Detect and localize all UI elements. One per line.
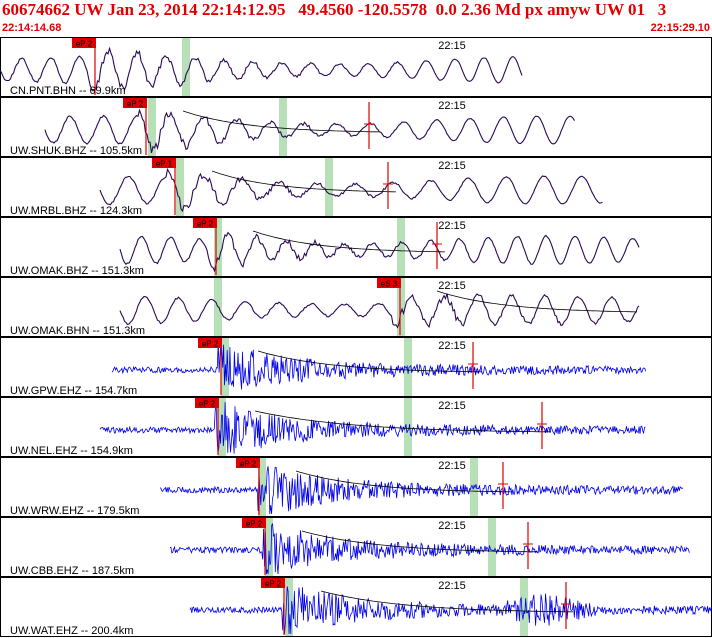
analysis-window bbox=[265, 518, 273, 576]
analysis-window bbox=[404, 398, 412, 456]
waveform-trace bbox=[111, 340, 647, 390]
phase-pick-label: eS 3 bbox=[381, 280, 398, 289]
minute-label: 22:15 bbox=[438, 40, 466, 52]
waveform-trace bbox=[189, 586, 712, 635]
travel-time-curve bbox=[295, 470, 513, 493]
seismogram-panels[interactable]: eP 2 22:15 CN.PNT.BHN -- 69.9km eP 2 22:15 UW… bbox=[0, 37, 712, 638]
analysis-window bbox=[520, 578, 528, 636]
waveform-trace bbox=[119, 231, 640, 273]
station-label: UW.MRBL.BHZ -- 124.3km bbox=[10, 205, 142, 217]
station-label: CN.PNT.BHN -- 69.9km bbox=[10, 85, 126, 97]
event-header: 60674662 UW Jan 23, 2014 22:14:12.95 49.… bbox=[0, 0, 712, 36]
analysis-window bbox=[404, 338, 412, 396]
analysis-window bbox=[285, 578, 293, 636]
phase-pick-label: eP 2 bbox=[199, 400, 216, 409]
end-time-label: 22:15:29.10 bbox=[650, 22, 710, 34]
phase-pick-label: eP 2 bbox=[246, 520, 263, 529]
analysis-window bbox=[214, 218, 222, 276]
minute-label: 22:15 bbox=[438, 520, 466, 532]
analysis-window bbox=[279, 98, 287, 156]
station-label: UW.OMAK.BHZ -- 151.3km bbox=[10, 265, 144, 277]
minute-label: 22:15 bbox=[438, 580, 466, 592]
phase-pick-flag bbox=[261, 578, 285, 588]
travel-time-curve bbox=[254, 410, 552, 433]
travel-time-curve bbox=[252, 230, 446, 253]
phase-pick-label: eP 2 bbox=[202, 340, 219, 349]
phase-pick-flag bbox=[72, 38, 96, 48]
event-title: 60674662 UW Jan 23, 2014 22:14:12.95 49.… bbox=[2, 0, 667, 19]
phase-pick-flag bbox=[193, 218, 217, 228]
analysis-window bbox=[325, 158, 333, 216]
analysis-window bbox=[397, 218, 405, 276]
station-label: UW.NEL.EHZ -- 154.9km bbox=[10, 445, 133, 457]
phase-pick-label: eP 2 bbox=[265, 580, 282, 589]
waveform-trace bbox=[44, 108, 575, 154]
phase-pick-flag bbox=[242, 518, 266, 528]
phase-pick-label: eP 2 bbox=[127, 100, 144, 109]
analysis-window bbox=[397, 278, 405, 336]
station-label: UW.WRW.EHZ -- 179.5km bbox=[10, 505, 139, 517]
analysis-window bbox=[176, 158, 184, 216]
analysis-window bbox=[182, 38, 190, 96]
station-label: UW.SHUK.BHZ -- 105.5km bbox=[10, 145, 142, 157]
phase-pick-flag bbox=[236, 458, 260, 468]
station-label: UW.GPW.EHZ -- 154.7km bbox=[10, 385, 137, 397]
phase-pick-label: eP 2 bbox=[197, 220, 214, 229]
minute-label: 22:15 bbox=[438, 340, 466, 352]
waveform-trace bbox=[0, 46, 523, 92]
travel-time-curve bbox=[182, 110, 380, 133]
phase-pick-flag bbox=[152, 158, 176, 168]
waveform-trace bbox=[99, 167, 603, 213]
analysis-window bbox=[218, 398, 226, 456]
waveform-trace bbox=[99, 401, 646, 454]
phase-pick-label: eP 2 bbox=[240, 460, 257, 469]
analysis-window bbox=[488, 518, 496, 576]
travel-time-curve bbox=[257, 350, 483, 373]
minute-label: 22:15 bbox=[438, 100, 466, 112]
travel-time-curve bbox=[436, 290, 638, 313]
phase-pick-label: eP 1 bbox=[156, 160, 173, 169]
travel-time-curve bbox=[320, 590, 574, 613]
phase-pick-flag bbox=[198, 338, 222, 348]
start-time-label: 22:14:14.68 bbox=[2, 22, 62, 34]
station-label: UW.WAT.EHZ -- 200.4km bbox=[10, 625, 133, 637]
phase-pick-flag bbox=[377, 278, 401, 288]
phase-pick-label: eP 2 bbox=[76, 40, 93, 49]
waveform-trace bbox=[119, 293, 640, 329]
minute-label: 22:15 bbox=[438, 220, 466, 232]
waveform-trace bbox=[169, 522, 690, 575]
waveform-trace bbox=[159, 466, 684, 515]
minute-label: 22:15 bbox=[438, 460, 466, 472]
analysis-window bbox=[148, 98, 156, 156]
travel-time-curve bbox=[211, 170, 397, 193]
phase-pick-flag bbox=[123, 98, 147, 108]
minute-label: 22:15 bbox=[438, 400, 466, 412]
minute-label: 22:15 bbox=[438, 280, 466, 292]
minute-label: 22:15 bbox=[438, 160, 466, 172]
station-label: UW.OMAK.BHN -- 151.3km bbox=[10, 325, 145, 337]
phase-pick-flag bbox=[195, 398, 219, 408]
travel-time-curve bbox=[301, 530, 539, 553]
station-label: UW.CBB.EHZ -- 187.5km bbox=[10, 565, 134, 577]
